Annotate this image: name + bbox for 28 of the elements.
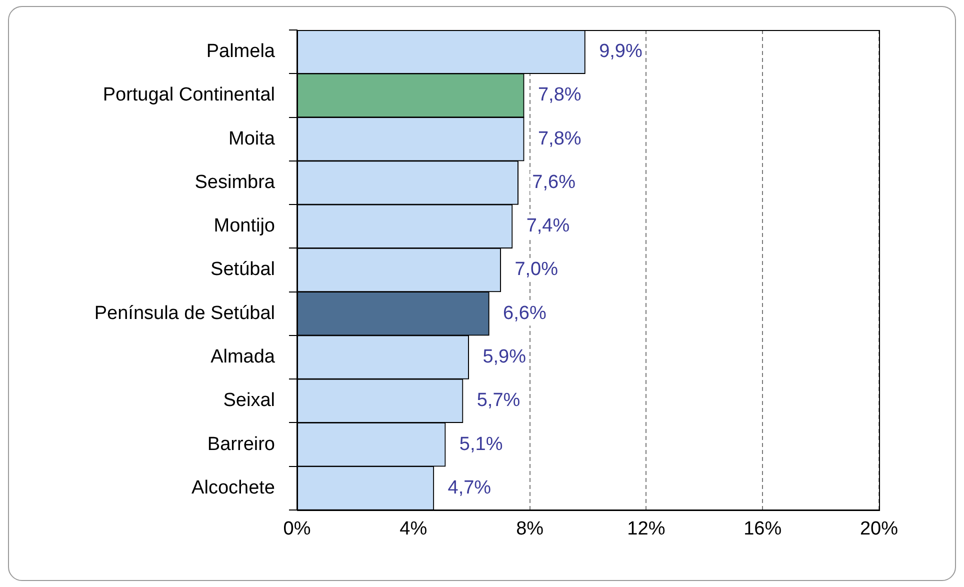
data-label: 7,6% xyxy=(532,172,576,193)
x-tick-label: 4% xyxy=(400,518,428,540)
y-tick-label: Sesimbra xyxy=(194,172,276,193)
data-label: 5,7% xyxy=(476,390,520,412)
data-label: 5,1% xyxy=(459,434,503,455)
y-tick-label: Moita xyxy=(228,128,276,150)
y-tick-label: Barreiro xyxy=(207,434,275,455)
data-label: 7,8% xyxy=(538,128,582,150)
y-tick-label: Montijo xyxy=(214,216,275,237)
data-label: 7,0% xyxy=(514,259,558,280)
data-label: 5,9% xyxy=(482,346,526,368)
data-label: 9,9% xyxy=(599,41,643,62)
y-tick-label: Portugal Continental xyxy=(102,84,275,106)
y-tick-label: Alcochete xyxy=(192,477,275,498)
x-tick-label: 0% xyxy=(283,518,311,540)
y-tick-label: Seixal xyxy=(223,390,275,412)
y-tick-label: Península de Setúbal xyxy=(94,302,275,324)
x-tick-label: 8% xyxy=(516,518,544,540)
y-tick-label: Setúbal xyxy=(210,259,275,280)
data-label: 4,7% xyxy=(448,477,492,498)
y-tick-label: Almada xyxy=(210,346,276,368)
x-tick-label: 16% xyxy=(744,518,782,540)
x-tick-label: 20% xyxy=(860,518,898,540)
y-tick-label: Palmela xyxy=(206,41,276,62)
data-label: 7,8% xyxy=(538,84,582,106)
x-tick-label: 12% xyxy=(627,518,666,540)
data-label: 6,6% xyxy=(503,302,546,324)
data-label: 7,4% xyxy=(526,216,570,237)
